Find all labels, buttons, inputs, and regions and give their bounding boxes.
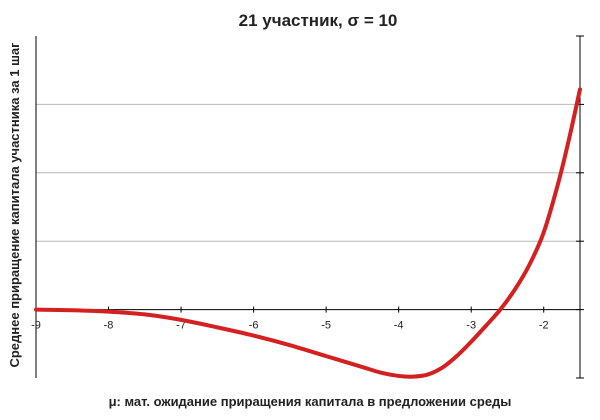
x-tick-label: -4: [394, 320, 404, 332]
chart-title: 21 участник, σ = 10: [239, 11, 398, 30]
plot-frame: [35, 35, 584, 379]
grid: [36, 103, 580, 242]
x-tick-label: -2: [539, 320, 549, 332]
series-layer: [34, 87, 582, 379]
x-tick-label: -6: [249, 320, 259, 332]
x-tick-label: -9: [31, 320, 41, 332]
x-tick-label: -8: [104, 320, 114, 332]
x-tick-label: -5: [321, 320, 331, 332]
x-tick-label: -3: [466, 320, 476, 332]
x-tick-label: -7: [176, 320, 186, 332]
y-axis-label: Среднее приращение капитала участника за…: [7, 42, 22, 368]
series-line-0: [34, 87, 582, 379]
x-axis-label: μ: мат. ожидание приращения капитала в п…: [109, 394, 512, 409]
